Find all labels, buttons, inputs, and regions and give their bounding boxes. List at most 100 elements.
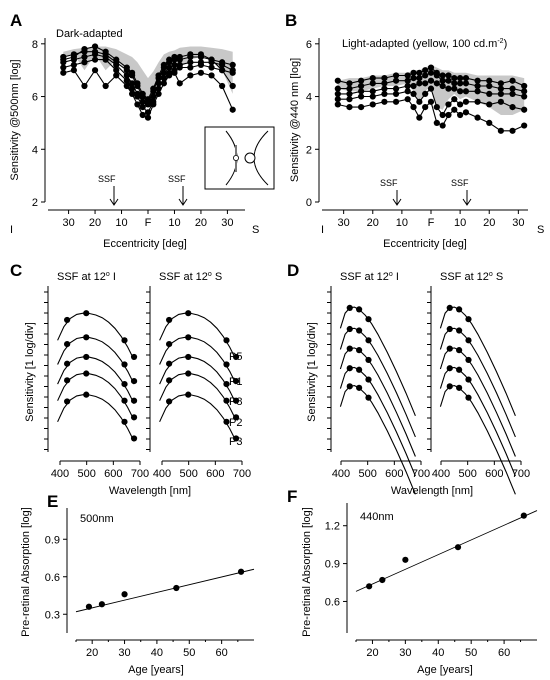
panel-b-series-point: [509, 127, 516, 134]
panel-a-y-tick-label: 6: [32, 92, 38, 104]
panel-c-right-curve-p5: [159, 312, 237, 361]
panel-a-series-point: [219, 67, 226, 74]
panel-b-series-point: [486, 101, 493, 108]
panel-e-y-tick-label: 0.6: [45, 572, 60, 584]
panel-b-y-label: Sensitivity @440 nm [log]: [289, 58, 301, 182]
panel-b-series-point: [521, 93, 528, 100]
panel-b: B Light-adapted (yellow, 100 cd.m-2) 0 2 4…: [285, 11, 544, 250]
panel-b-series-point: [346, 80, 353, 87]
panel-c-right-point-p1: [166, 341, 173, 348]
panel-d-left-point-p5: [365, 316, 372, 323]
panel-b-series-point: [358, 93, 365, 100]
panel-d-right-point-p2: [446, 365, 453, 372]
panel-a: A Dark-adapted 2 4 6 8 30 20 10 F 10 20 30 I S Ec…: [9, 11, 275, 250]
panel-b-y-ticks: 0 2 4 6: [306, 39, 319, 209]
panel-b-series-point: [462, 109, 470, 116]
panel-b-x-label: Eccentricity [deg]: [383, 238, 467, 250]
panel-b-series-point: [334, 77, 341, 84]
panel-b-series-point: [416, 74, 423, 82]
panel-b-series-point: [427, 69, 435, 76]
panel-c-left-title-end: I: [110, 271, 116, 283]
panel-a-x-tick-label: 10: [115, 217, 127, 229]
panel-a-series-point: [123, 82, 130, 90]
panel-a-series-point: [134, 101, 141, 108]
panel-a-x-tick-label: 10: [168, 217, 180, 229]
panel-d-left-point-p3: [346, 383, 353, 390]
panel-a-series-point: [171, 53, 178, 61]
panel-c-letter: C: [10, 261, 22, 280]
panel-c-right-point-p5: [232, 353, 240, 361]
panel-b-x-tick-label: 30: [338, 217, 350, 229]
panel-b-series-point: [392, 98, 400, 105]
panel-c-x-label: Wavelength [nm]: [109, 485, 191, 497]
panel-f-data-point: [402, 556, 409, 563]
panel-c-left-point-p1: [121, 361, 128, 368]
panel-a-x-tick-label: 20: [195, 217, 207, 229]
panel-a-series-line-3: [63, 59, 233, 114]
panel-b-series-point: [521, 88, 528, 95]
panel-c-left-point-p2: [121, 397, 128, 404]
panel-a-series-point: [219, 61, 226, 69]
panel-b-series-point: [445, 101, 452, 108]
panel-e-y-tick-label: 0.9: [45, 534, 60, 546]
panel-b-x-tick-label: 10: [396, 217, 408, 229]
panel-f-title: 440nm: [360, 511, 394, 523]
panel-a-series-point: [134, 93, 141, 100]
panel-a-series-point: [176, 80, 183, 87]
panel-a-series-point: [187, 72, 194, 79]
panel-e-x-tick-label: 20: [86, 647, 98, 659]
panel-b-series-point: [509, 77, 516, 84]
panel-f: F 440nm 0.6 0.9 1.2 20 30 40 50 60 Age [years]…: [287, 487, 538, 676]
panel-d-left-curve-p1: [339, 327, 416, 438]
panel-d-left-point-p3: [356, 384, 363, 391]
panel-a-ssf-arrowhead-left: [109, 198, 119, 206]
panel-a-series-point: [197, 69, 205, 76]
panel-d-right-point-p3: [456, 384, 463, 391]
panel-b-series-point: [369, 101, 376, 108]
panel-a-series-point: [139, 103, 146, 111]
panel-a-series-point: [113, 72, 120, 79]
panel-a-series-point: [187, 64, 194, 71]
panel-c-right-title-end: S: [212, 271, 222, 283]
panel-b-y-tick-label: 2: [306, 144, 312, 156]
panel-a-series-point: [123, 77, 130, 84]
panel-b-series-point: [334, 85, 341, 92]
panel-b-series-point: [462, 74, 470, 82]
panel-b-series-point: [457, 101, 464, 108]
panel-b-series-point: [381, 85, 388, 92]
panel-d-right-curve-p2: [439, 366, 516, 477]
panel-a-series-point: [91, 51, 99, 58]
panel-e-y-tick-label: 0.3: [45, 609, 60, 621]
panel-a-series-point: [91, 56, 99, 63]
panel-b-ssf-arrowhead-left: [392, 198, 402, 206]
panel-a-series-point: [129, 80, 136, 87]
panel-b-series-point: [509, 90, 516, 98]
panel-b-series-point: [451, 96, 458, 103]
panel-f-x-tick-label: 20: [366, 647, 378, 659]
panel-d-x-tick-label: 700: [412, 468, 430, 480]
panel-a-series-point: [197, 51, 205, 58]
panel-f-data-point: [366, 583, 373, 590]
panel-a-series-point: [171, 61, 178, 69]
panel-d-left-title: SSF at 12o I: [340, 271, 399, 283]
panel-b-series-point: [358, 82, 365, 90]
panel-d-left-curve-p8: [339, 347, 416, 457]
participant-label-p1: P1: [229, 376, 242, 388]
panel-b-series-line-1: [337, 66, 525, 87]
panel-d-right-point-p1: [465, 337, 472, 344]
panel-d-x-tick-label: 400: [432, 468, 450, 480]
panel-d-right-point-p1: [446, 325, 453, 333]
panel-a-series-point: [60, 64, 67, 71]
panel-e-data-point: [98, 601, 105, 608]
panel-d-x-tick-label: 700: [512, 468, 530, 480]
panel-b-series-point: [392, 77, 400, 84]
panel-d-x-tick-label: 500: [358, 468, 376, 480]
eye-inset-diagram: [204, 126, 275, 190]
panel-c-left-point-p8: [64, 360, 71, 367]
panel-f-y-tick-label: 0.6: [325, 596, 340, 608]
panel-d-left-point-p1: [356, 327, 363, 334]
panel-b-series-point: [369, 88, 376, 95]
panel-b-ssf-arrowhead-right: [462, 198, 472, 206]
panel-a-series-point: [229, 82, 236, 90]
panel-b-x-tick-label: 20: [367, 217, 379, 229]
